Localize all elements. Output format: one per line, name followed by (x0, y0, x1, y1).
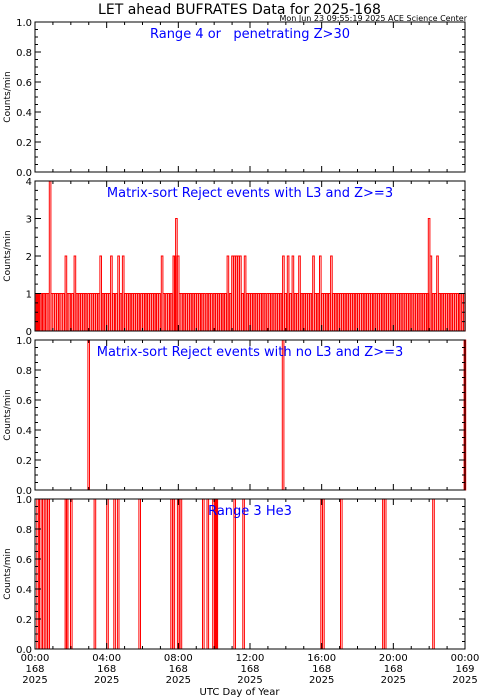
panel-frame-1 (34, 21, 466, 173)
panel-label-1: Range 4 or penetrating Z>30 (150, 27, 350, 42)
y-tick-label: 0.4 (16, 426, 32, 437)
y-tick-label: 1.0 (16, 336, 32, 347)
y-tick-label: 0.8 (16, 366, 32, 377)
y-tick-label: 0.4 (16, 108, 32, 119)
x-tick-label: 04:00 (92, 653, 121, 664)
y-tick-label: 4 (26, 177, 32, 188)
x-tick-label: 16:00 (307, 653, 336, 664)
y-tick-label: 0.0 (16, 168, 32, 179)
x-tick-label: 2025 (452, 675, 477, 686)
x-tick-label: 168 (312, 664, 331, 675)
y-tick-label: 0.6 (16, 555, 32, 566)
y-tick-label: 1.0 (16, 18, 32, 29)
x-tick-label: 12:00 (236, 653, 265, 664)
x-tick-label: 168 (384, 664, 403, 675)
x-tick-label: 2025 (237, 675, 262, 686)
x-tick-label: 2025 (22, 675, 47, 686)
y-tick-label: 0.4 (16, 585, 32, 596)
y-tick-label: 0 (26, 327, 32, 338)
panel-label-3: Matrix-sort Reject events with no L3 and… (97, 345, 404, 360)
x-tick-label: 168 (240, 664, 259, 675)
x-tick-label: 168 (169, 664, 188, 675)
x-tick-label: 2025 (94, 675, 119, 686)
y-axis-label: Counts/min (3, 230, 13, 281)
y-axis-label: Counts/min (3, 71, 13, 122)
chart-title: LET ahead BUFRATES Data for 2025-168 (98, 2, 381, 18)
panel-frame-4 (34, 498, 466, 650)
y-tick-label: 0.2 (16, 456, 32, 467)
x-tick-label: 20:00 (379, 653, 408, 664)
x-tick-label: 08:00 (164, 653, 193, 664)
x-tick-label: 2025 (166, 675, 191, 686)
y-tick-label: 0.8 (16, 525, 32, 536)
y-axis-label: Counts/min (3, 389, 13, 440)
y-tick-label: 0.6 (16, 78, 32, 89)
x-tick-label: 169 (455, 664, 474, 675)
panel-label-4: Range 3 He3 (208, 504, 292, 519)
y-tick-label: 0.0 (16, 486, 32, 497)
series-line-panel-3 (35, 339, 467, 491)
panel-label-2: Matrix-sort Reject events with L3 and Z>… (107, 186, 393, 201)
y-tick-label: 0.2 (16, 615, 32, 626)
y-tick-label: 0.8 (16, 48, 32, 59)
y-tick-label: 0.0 (16, 645, 32, 656)
x-tick-label: 2025 (309, 675, 334, 686)
series-line-panel-4 (35, 498, 465, 650)
x-axis-label: UTC Day of Year (199, 687, 280, 698)
x-tick-label: 168 (25, 664, 44, 675)
x-tick-label: 168 (97, 664, 116, 675)
y-tick-label: 1 (26, 290, 32, 301)
y-axis-label: Counts/min (3, 548, 13, 599)
x-tick-label: 2025 (381, 675, 406, 686)
y-tick-label: 0.2 (16, 138, 32, 149)
y-tick-label: 3 (26, 215, 32, 226)
x-tick-label: 00:00 (21, 653, 50, 664)
y-tick-label: 0.6 (16, 396, 32, 407)
y-tick-label: 2 (26, 252, 32, 263)
chart-subtitle: Mon Jun 23 09:55:19 2025 ACE Science Cen… (279, 14, 467, 23)
x-tick-label: 00:00 (451, 653, 479, 664)
panel-frame-3 (34, 339, 466, 491)
series-line-panel-2 (35, 180, 466, 332)
y-tick-label: 1.0 (16, 495, 32, 506)
